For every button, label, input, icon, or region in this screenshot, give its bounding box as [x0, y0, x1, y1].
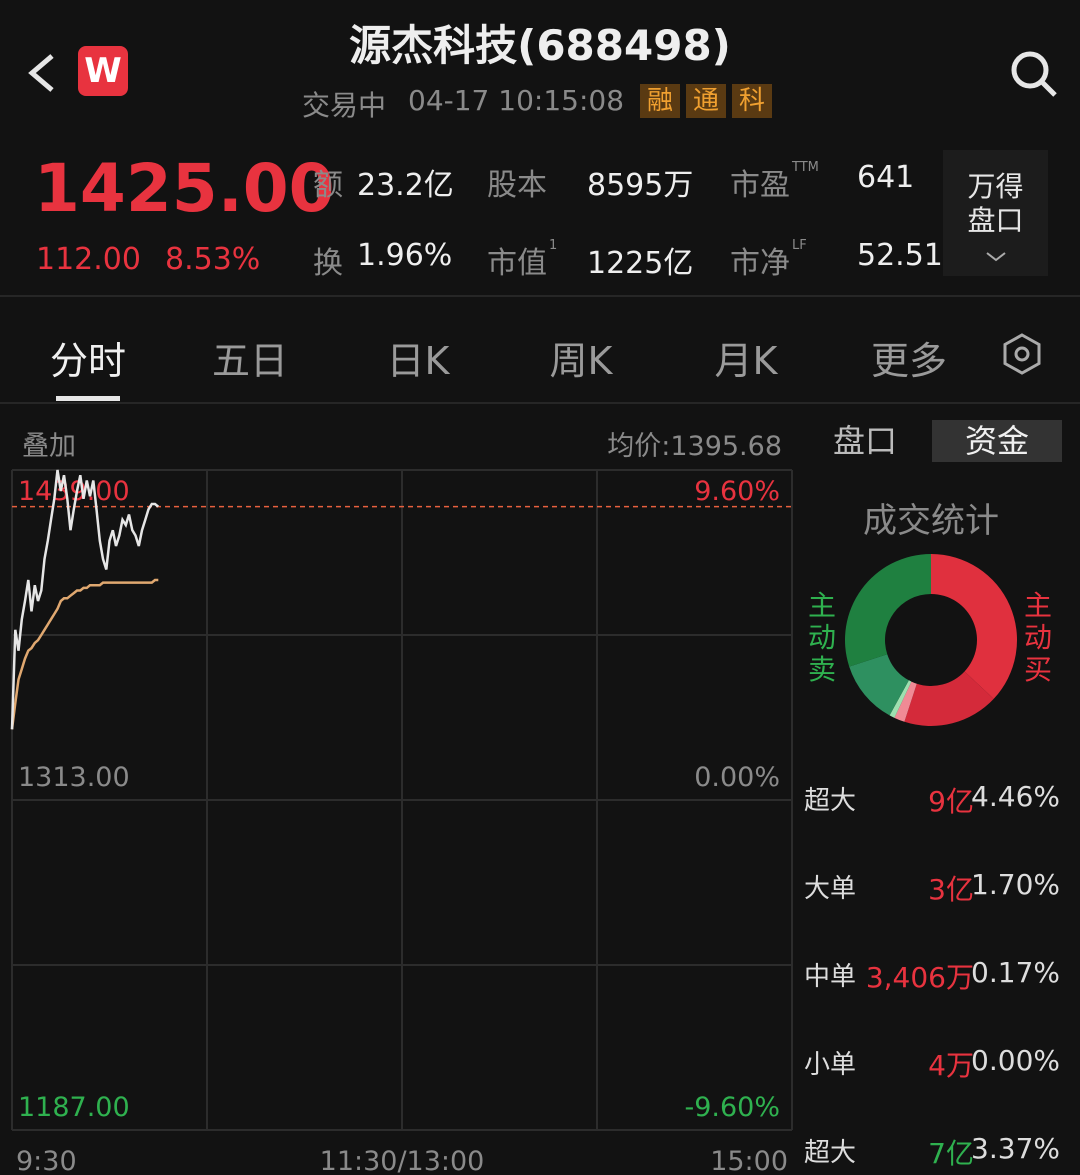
- intraday-chart: 1439.00 1313.00 1187.00 9.60% 0.00% -9.60% 9:3…: [10, 469, 793, 1175]
- overlay-button[interactable]: 叠加: [22, 431, 76, 462]
- price-change: 112.00: [36, 242, 141, 277]
- y-tick-label: 1313.00: [18, 762, 130, 793]
- flow-amount: 7亿: [928, 1137, 974, 1170]
- y-tick-label: 1187.00: [18, 1092, 130, 1123]
- flow-pct: 4.46%: [971, 780, 1060, 813]
- x-tick-label: 15:00: [710, 1146, 788, 1175]
- stat-value: 641: [857, 160, 915, 195]
- stat-label: 市盈TTM: [730, 160, 819, 204]
- stat-value: 52.51: [857, 238, 943, 273]
- volume-donut: 成交统计: [844, 501, 1017, 726]
- flow-pct: 0.17%: [971, 956, 1060, 989]
- price-line: [10, 469, 160, 730]
- last-price: 1425.00: [34, 150, 335, 227]
- stat-label-text: 市盈: [730, 168, 790, 203]
- flow-label: 小单: [804, 1050, 857, 1080]
- divider: [0, 295, 1080, 297]
- trade-status: 交易中: [302, 89, 387, 122]
- button-line: 盘口: [967, 204, 1024, 237]
- stat-label-text: 市净: [730, 246, 790, 281]
- flow-pct: 0.00%: [971, 1044, 1060, 1077]
- x-tick-label: 9:30: [16, 1146, 77, 1175]
- pie-title: 成交统计: [863, 501, 999, 541]
- search-button[interactable]: [1008, 48, 1060, 100]
- flow-label: 超大: [804, 1138, 857, 1168]
- flow-amount: 3,406万: [865, 961, 974, 994]
- stat-sup: TTM: [792, 160, 819, 175]
- stat-label-text: 股本: [487, 168, 547, 203]
- pie-slice: [894, 681, 917, 722]
- button-line: 万得: [967, 170, 1024, 203]
- price-line: [10, 578, 159, 730]
- stat-value: 1.96%: [357, 238, 453, 273]
- stat-label-text: 额: [313, 168, 343, 203]
- pie-slice: [931, 554, 1017, 699]
- y2-tick-label: 0.00%: [694, 762, 780, 793]
- y-tick-label: 1439.00: [18, 476, 130, 507]
- side-tab[interactable]: 资金: [932, 420, 1062, 462]
- x-tick-label: 11:30/13:00: [320, 1146, 485, 1175]
- period-tab[interactable]: 月K: [714, 339, 778, 383]
- app-logo[interactable]: W: [78, 46, 128, 96]
- stock-title: 源杰科技(688498): [349, 21, 731, 70]
- stat-label-text: 换: [313, 246, 343, 281]
- period-tab[interactable]: 五日: [211, 339, 289, 383]
- tag-list: 融通科: [640, 84, 778, 118]
- stat-value: 23.2亿: [357, 168, 454, 203]
- stat-label-text: 市值: [487, 246, 547, 281]
- flow-amount: 9亿: [928, 785, 974, 818]
- stat-label: 额: [313, 160, 343, 204]
- y2-tick-label: 9.60%: [694, 476, 780, 507]
- period-tab[interactable]: 更多: [870, 339, 948, 383]
- chevron: [985, 252, 1006, 262]
- trade-time: 04-17 10:15:08: [408, 84, 625, 117]
- sell-label: 主动卖: [808, 589, 837, 686]
- flow-amount: 4万: [928, 1049, 974, 1082]
- flow-amount: 3亿: [928, 873, 974, 906]
- tag: 通: [686, 84, 726, 118]
- flow-pct: 1.70%: [971, 868, 1060, 901]
- period-tab[interactable]: 周K: [549, 339, 613, 383]
- stat-label: 市值1: [487, 238, 557, 282]
- period-tab[interactable]: 日K: [386, 339, 450, 383]
- tag: 融: [640, 84, 680, 118]
- stat-label: 市净LF: [730, 238, 807, 282]
- pie-slice: [889, 680, 912, 718]
- stat-sup: 1: [549, 238, 558, 253]
- y2-tick-label: -9.60%: [684, 1092, 780, 1123]
- avg-price: 均价:1395.68: [607, 431, 782, 462]
- tag: 科: [732, 84, 772, 118]
- buy-label: 主动买: [1024, 589, 1053, 686]
- pie-slice: [844, 554, 931, 667]
- flow-pct: 3.37%: [971, 1132, 1060, 1165]
- back-button[interactable]: [24, 50, 60, 96]
- stat-sup: LF: [792, 238, 807, 253]
- divider: [0, 402, 1080, 404]
- period-tab[interactable]: 分时: [49, 339, 127, 383]
- pie-slice: [904, 671, 994, 726]
- stat-label: 换: [313, 238, 343, 282]
- price-change-pct: 8.53%: [165, 242, 261, 277]
- stat-label: 股本: [487, 160, 547, 204]
- settings-button[interactable]: [1000, 332, 1044, 376]
- flow-label: 大单: [804, 874, 857, 904]
- stat-value: 8595万: [587, 168, 694, 203]
- wind-depth-button[interactable]: 万得 盘口: [943, 150, 1048, 276]
- pie-slice: [849, 654, 909, 716]
- flow-label: 中单: [804, 962, 857, 992]
- tab-underline: [56, 396, 120, 401]
- flow-label: 超大: [804, 786, 857, 816]
- stat-value: 1225亿: [587, 246, 694, 281]
- side-tab[interactable]: 盘口: [832, 422, 897, 460]
